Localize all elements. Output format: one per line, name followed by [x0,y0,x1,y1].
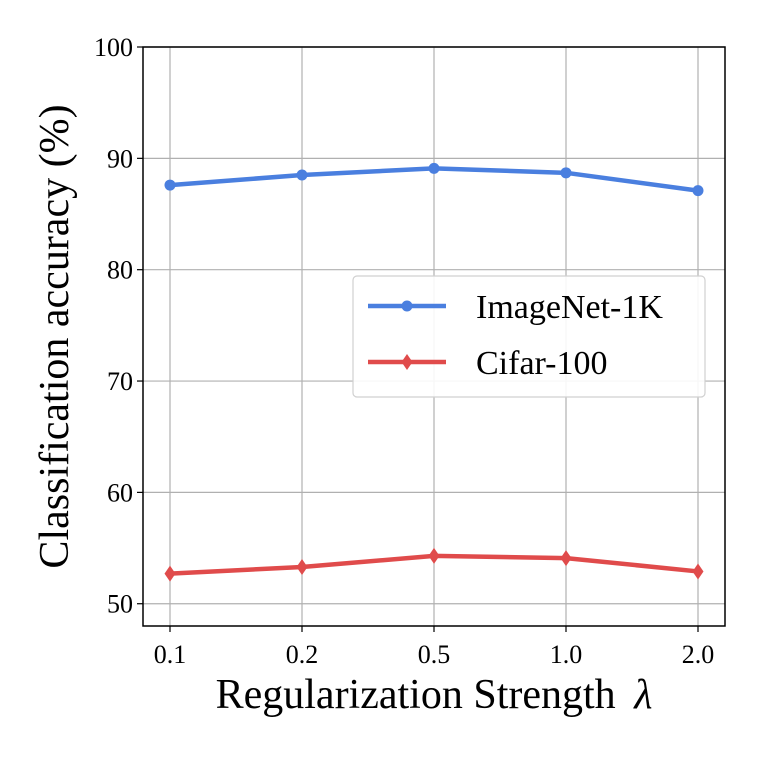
data-point [560,550,572,567]
series-layer [164,162,704,582]
data-point [560,167,572,179]
data-point [692,185,704,197]
data-point [164,565,176,582]
data-point [692,563,704,580]
x-tick-labels: 0.1 0.2 0.5 1.0 2.0 [154,626,715,669]
x-axis-label: Regularization Strength λ [216,672,653,718]
x-tick-label: 1.0 [550,640,583,669]
data-point [428,162,440,174]
legend-item: ImageNet-1K [368,289,663,326]
series-imagenet-1k [164,162,704,197]
data-point [296,558,308,575]
data-point [428,547,440,564]
legend: ImageNet-1K Cifar-100 [352,275,706,398]
y-tick-label: 90 [107,144,133,173]
x-axis-label-text: Regularization Strength [216,672,616,718]
x-tick-label: 0.2 [286,640,319,669]
legend-marker [401,300,413,312]
y-axis-label: Classification accuracy (%) [32,104,78,568]
data-point [296,169,308,181]
data-point [164,179,176,191]
legend-label: Cifar-100 [476,345,608,382]
series-cifar-100 [164,547,704,582]
x-tick-label: 0.1 [154,640,187,669]
y-tick-label: 60 [107,478,133,507]
y-tick-label: 100 [94,33,133,62]
legend-item: Cifar-100 [368,345,608,382]
x-axis-label-symbol: λ [632,672,652,718]
x-tick-label: 0.5 [418,640,451,669]
y-tick-label: 80 [107,256,133,285]
legend-label: ImageNet-1K [476,289,663,326]
y-tick-label: 70 [107,367,133,396]
y-tick-label: 50 [107,590,133,619]
x-tick-label: 2.0 [682,640,715,669]
y-tick-labels: 50 60 70 80 90 100 [94,33,143,619]
legend-marker [401,354,413,370]
